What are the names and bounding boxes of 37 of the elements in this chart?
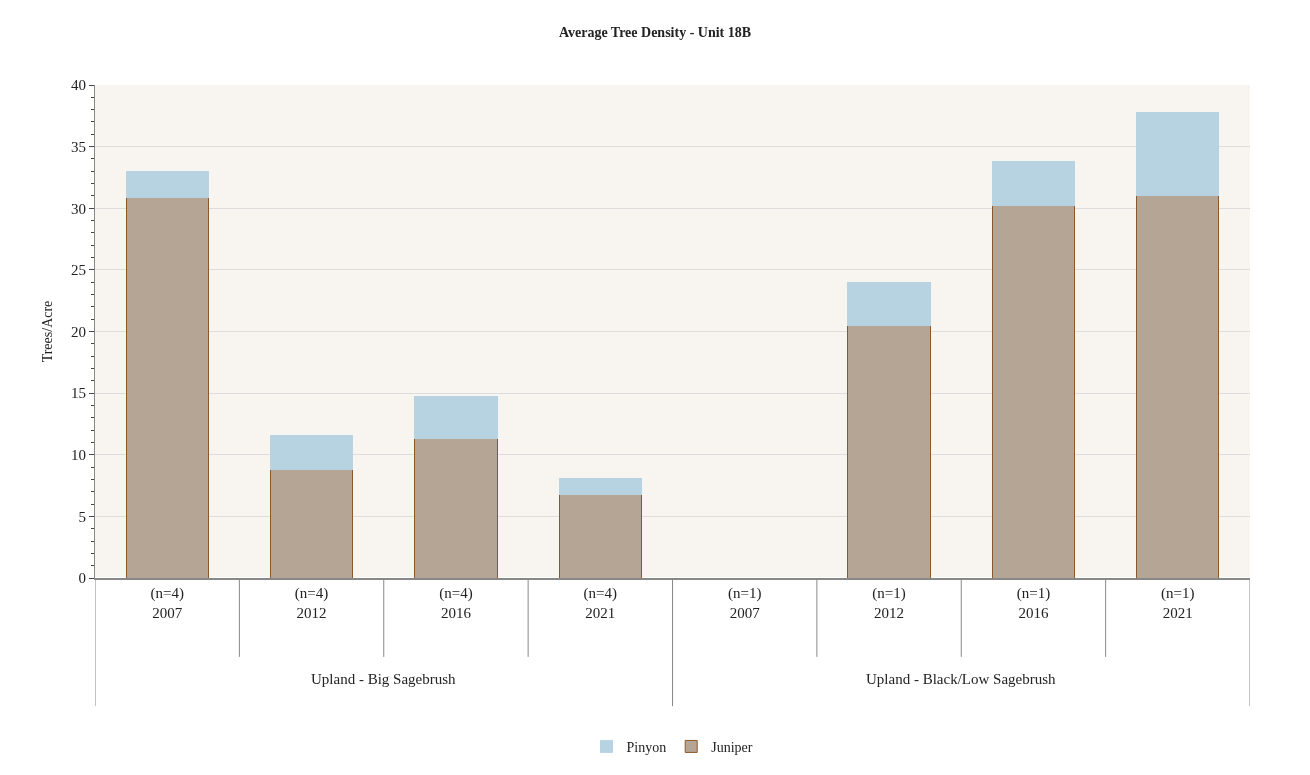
x-tick-label: (n=4) 2007 bbox=[150, 585, 184, 621]
bar bbox=[414, 396, 498, 440]
chart-title: Average Tree Density - Unit 18B bbox=[558, 24, 752, 40]
bar bbox=[558, 493, 642, 578]
y-axis-title: Trees/Acre bbox=[39, 300, 55, 363]
y-tick-label: 5 bbox=[78, 508, 86, 525]
bar bbox=[558, 477, 642, 495]
y-tick-label: 40 bbox=[71, 77, 86, 94]
bar bbox=[847, 324, 931, 578]
bar bbox=[1136, 195, 1220, 578]
x-tick-label: (n=4) 2012 bbox=[294, 585, 329, 621]
x-tick-label: (n=1) 2007 bbox=[727, 585, 762, 621]
legend-label: Pinyon bbox=[626, 739, 667, 755]
x-tick-label: (n=4) 2021 bbox=[583, 585, 618, 621]
y-tick-label: 25 bbox=[71, 262, 86, 279]
bar bbox=[1136, 111, 1220, 197]
y-tick-label: 20 bbox=[71, 323, 86, 340]
bar bbox=[991, 160, 1076, 207]
y-tick-label: 35 bbox=[71, 138, 86, 155]
x-tick-label: (n=4) 2016 bbox=[439, 585, 473, 621]
y-tick-label: 30 bbox=[71, 200, 86, 217]
bar bbox=[125, 170, 209, 198]
x-tick-label: (n=1) 2021 bbox=[1161, 585, 1195, 621]
x-tick-label: (n=1) 2012 bbox=[872, 585, 906, 621]
bar bbox=[414, 438, 498, 578]
y-tick-label: 15 bbox=[71, 385, 86, 402]
bar bbox=[847, 281, 931, 326]
x-tick-label: (n=1) 2016 bbox=[1016, 585, 1051, 621]
y-tick-label: 10 bbox=[71, 447, 86, 463]
bar bbox=[269, 434, 354, 471]
bar bbox=[269, 469, 354, 578]
text: Upland - Black/Low Sagebrush bbox=[866, 671, 1057, 687]
y-tick-label: 0 bbox=[78, 570, 86, 587]
legend-label: Juniper bbox=[711, 739, 753, 755]
bar bbox=[125, 196, 209, 578]
text: Upland - Big Sagebrush bbox=[311, 671, 457, 687]
bar bbox=[991, 205, 1076, 578]
